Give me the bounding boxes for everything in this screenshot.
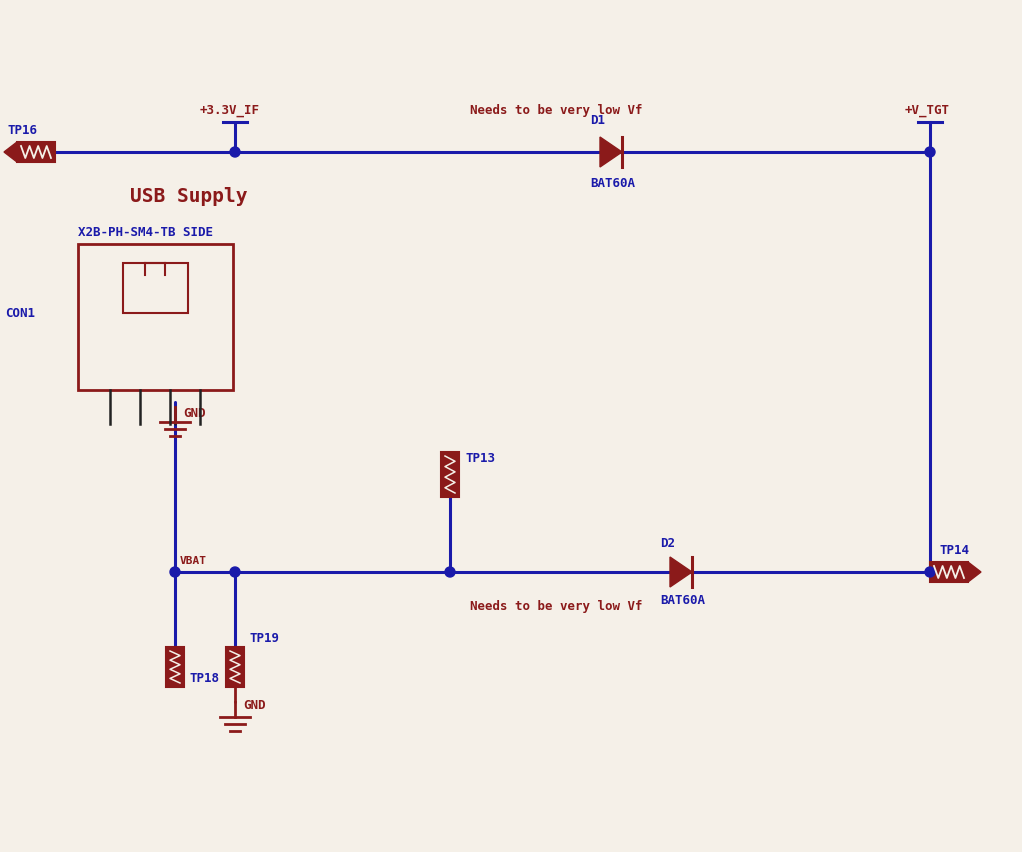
Circle shape xyxy=(170,567,180,577)
Text: TP16: TP16 xyxy=(7,124,37,137)
Text: Needs to be very low Vf: Needs to be very low Vf xyxy=(470,104,643,117)
Bar xyxy=(226,647,244,687)
Polygon shape xyxy=(968,562,981,582)
Circle shape xyxy=(230,147,240,157)
Text: TP18: TP18 xyxy=(190,672,220,685)
Text: D2: D2 xyxy=(660,537,675,550)
Text: Needs to be very low Vf: Needs to be very low Vf xyxy=(470,600,643,613)
Text: +V_TGT: +V_TGT xyxy=(905,104,950,118)
Text: X2B-PH-SM4-TB SIDE: X2B-PH-SM4-TB SIDE xyxy=(78,227,213,239)
Circle shape xyxy=(230,567,240,577)
Circle shape xyxy=(925,147,935,157)
Circle shape xyxy=(925,567,935,577)
Text: TP14: TP14 xyxy=(940,544,970,557)
Bar xyxy=(442,452,459,497)
Bar xyxy=(78,245,232,389)
Circle shape xyxy=(445,567,455,577)
Bar xyxy=(930,562,968,582)
Text: BAT60A: BAT60A xyxy=(660,594,705,607)
Polygon shape xyxy=(670,557,692,587)
Text: TP19: TP19 xyxy=(249,632,279,645)
Polygon shape xyxy=(600,137,622,167)
Text: BAT60A: BAT60A xyxy=(590,177,635,190)
Bar xyxy=(166,647,184,687)
Bar xyxy=(17,142,55,162)
Text: TP13: TP13 xyxy=(465,452,495,465)
Bar xyxy=(123,262,187,313)
Text: VBAT: VBAT xyxy=(180,556,207,566)
Text: D1: D1 xyxy=(590,114,605,127)
Text: +3.3V_IF: +3.3V_IF xyxy=(200,104,260,118)
Text: GND: GND xyxy=(183,407,205,420)
Text: CON1: CON1 xyxy=(5,307,36,320)
Polygon shape xyxy=(4,142,17,162)
Text: USB Supply: USB Supply xyxy=(130,187,247,206)
Text: GND: GND xyxy=(243,699,266,712)
